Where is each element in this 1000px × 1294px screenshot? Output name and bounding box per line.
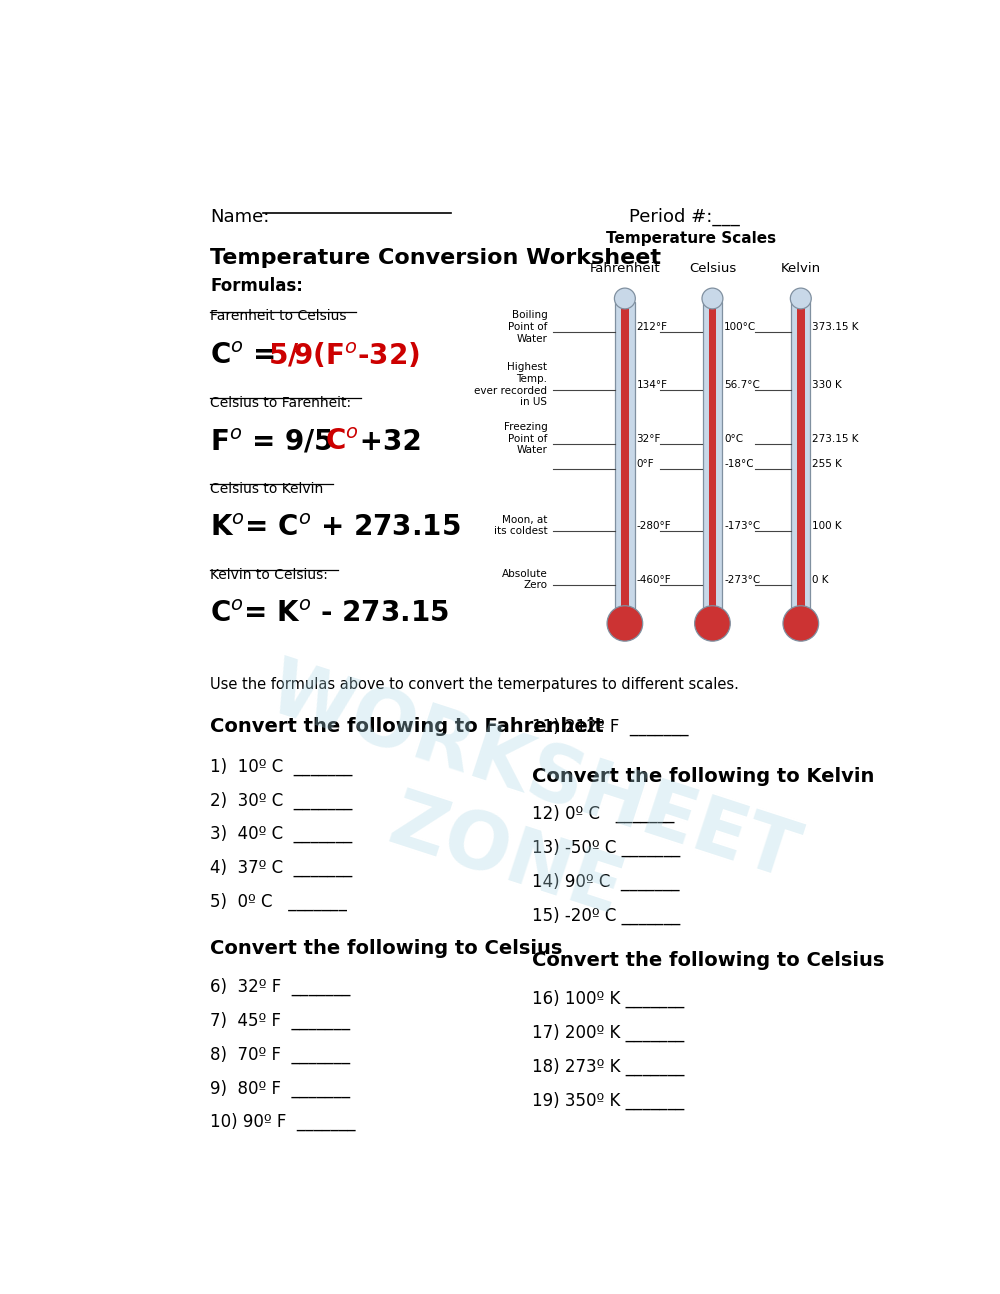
Text: 6)  32º F  _______: 6) 32º F _______ bbox=[210, 978, 351, 996]
Text: Fahrenheit: Fahrenheit bbox=[590, 261, 660, 274]
Text: 16) 100º K _______: 16) 100º K _______ bbox=[532, 990, 684, 1008]
Bar bbox=[709, 302, 716, 617]
Text: Absolute
Zero: Absolute Zero bbox=[502, 569, 547, 590]
Text: 7)  45º F  _______: 7) 45º F _______ bbox=[210, 1012, 350, 1030]
Text: Moon, at
its coldest: Moon, at its coldest bbox=[494, 515, 547, 537]
Text: C$^o$= K$^o$ - 273.15: C$^o$= K$^o$ - 273.15 bbox=[210, 600, 449, 629]
Text: Celsius to Kelvin: Celsius to Kelvin bbox=[210, 481, 324, 496]
Text: K$^o$= C$^o$ + 273.15: K$^o$= C$^o$ + 273.15 bbox=[210, 514, 461, 542]
Text: C$^o$ =: C$^o$ = bbox=[210, 342, 278, 370]
Text: 17) 200º K _______: 17) 200º K _______ bbox=[532, 1024, 684, 1042]
Text: Farenheit to Celsius: Farenheit to Celsius bbox=[210, 309, 347, 324]
Text: 4)  37º C  _______: 4) 37º C _______ bbox=[210, 859, 352, 877]
Circle shape bbox=[783, 606, 819, 641]
Text: 100 K: 100 K bbox=[812, 520, 842, 531]
Text: 18) 273º K _______: 18) 273º K _______ bbox=[532, 1057, 684, 1077]
Text: 1)  10º C  _______: 1) 10º C _______ bbox=[210, 757, 353, 775]
Text: Convert the following to Celsius: Convert the following to Celsius bbox=[532, 951, 884, 970]
Text: 3)  40º C  _______: 3) 40º C _______ bbox=[210, 826, 352, 844]
Text: -273°C: -273°C bbox=[724, 575, 760, 585]
Text: 0°C: 0°C bbox=[724, 433, 743, 444]
Text: 255 K: 255 K bbox=[812, 459, 842, 468]
Circle shape bbox=[607, 606, 643, 641]
Text: 373.15 K: 373.15 K bbox=[812, 322, 859, 333]
Bar bbox=[791, 302, 810, 617]
Text: 5/9(F$^o$-32): 5/9(F$^o$-32) bbox=[268, 342, 420, 371]
Text: 134°F: 134°F bbox=[637, 379, 668, 389]
Bar bbox=[615, 302, 635, 617]
Bar bbox=[797, 302, 805, 617]
Text: -18°C: -18°C bbox=[724, 459, 754, 468]
Circle shape bbox=[702, 289, 723, 309]
Bar bbox=[703, 302, 722, 617]
Text: Freezing
Point of
Water: Freezing Point of Water bbox=[504, 422, 547, 455]
Text: 212°F: 212°F bbox=[637, 322, 668, 333]
Text: 14) 90º C  _______: 14) 90º C _______ bbox=[532, 873, 679, 892]
Text: 9)  80º F  _______: 9) 80º F _______ bbox=[210, 1079, 350, 1097]
Text: 8)  70º F  _______: 8) 70º F _______ bbox=[210, 1046, 350, 1064]
Text: Convert the following to Celsius: Convert the following to Celsius bbox=[210, 939, 563, 958]
Circle shape bbox=[614, 289, 635, 309]
Text: Temperature Scales: Temperature Scales bbox=[606, 230, 776, 246]
Text: 0 K: 0 K bbox=[812, 575, 829, 585]
Text: WORKSHEET
ZONE: WORKSHEET ZONE bbox=[232, 652, 808, 978]
Text: Use the formulas above to convert the temerpatures to different scales.: Use the formulas above to convert the te… bbox=[210, 677, 739, 692]
Text: 5)  0º C   _______: 5) 0º C _______ bbox=[210, 893, 347, 911]
Text: Convert the following to Fahrenheit: Convert the following to Fahrenheit bbox=[210, 717, 604, 736]
Text: 19) 350º K _______: 19) 350º K _______ bbox=[532, 1092, 684, 1110]
Text: Temperature Conversion Worksheet: Temperature Conversion Worksheet bbox=[210, 247, 661, 268]
Text: -460°F: -460°F bbox=[637, 575, 671, 585]
Text: Kelvin: Kelvin bbox=[781, 261, 821, 274]
Text: 2)  30º C  _______: 2) 30º C _______ bbox=[210, 792, 353, 810]
Text: 273.15 K: 273.15 K bbox=[812, 433, 859, 444]
Text: Boiling
Point of
Water: Boiling Point of Water bbox=[508, 311, 547, 344]
Text: -280°F: -280°F bbox=[637, 520, 671, 531]
Text: 56.7°C: 56.7°C bbox=[724, 379, 760, 389]
Text: 32°F: 32°F bbox=[637, 433, 661, 444]
Text: Highest
Temp.
ever recorded
in US: Highest Temp. ever recorded in US bbox=[474, 362, 547, 408]
Bar bbox=[621, 302, 629, 617]
Text: 15) -20º C _______: 15) -20º C _______ bbox=[532, 907, 680, 925]
Text: +32: +32 bbox=[350, 428, 422, 455]
Text: 11) 212º F  _______: 11) 212º F _______ bbox=[532, 717, 688, 736]
Circle shape bbox=[790, 289, 811, 309]
Text: Convert the following to Kelvin: Convert the following to Kelvin bbox=[532, 766, 874, 785]
Circle shape bbox=[695, 606, 730, 641]
Text: 0°F: 0°F bbox=[637, 459, 654, 468]
Text: Period #:___: Period #:___ bbox=[629, 207, 740, 226]
Text: Kelvin to Celsius:: Kelvin to Celsius: bbox=[210, 568, 328, 582]
Text: 12) 0º C   _______: 12) 0º C _______ bbox=[532, 805, 674, 823]
Text: F$^o$ = 9/5: F$^o$ = 9/5 bbox=[210, 428, 335, 457]
Text: Celsius: Celsius bbox=[689, 261, 736, 274]
Text: 13) -50º C _______: 13) -50º C _______ bbox=[532, 839, 680, 858]
Text: 10) 90º F  _______: 10) 90º F _______ bbox=[210, 1113, 356, 1131]
Text: 100°C: 100°C bbox=[724, 322, 756, 333]
Text: Celsius to Farenheit:: Celsius to Farenheit: bbox=[210, 396, 351, 409]
Text: 330 K: 330 K bbox=[812, 379, 842, 389]
Text: Name:: Name: bbox=[210, 207, 270, 225]
Text: C$^o$: C$^o$ bbox=[325, 428, 359, 455]
Text: -173°C: -173°C bbox=[724, 520, 760, 531]
Text: Formulas:: Formulas: bbox=[210, 277, 303, 295]
